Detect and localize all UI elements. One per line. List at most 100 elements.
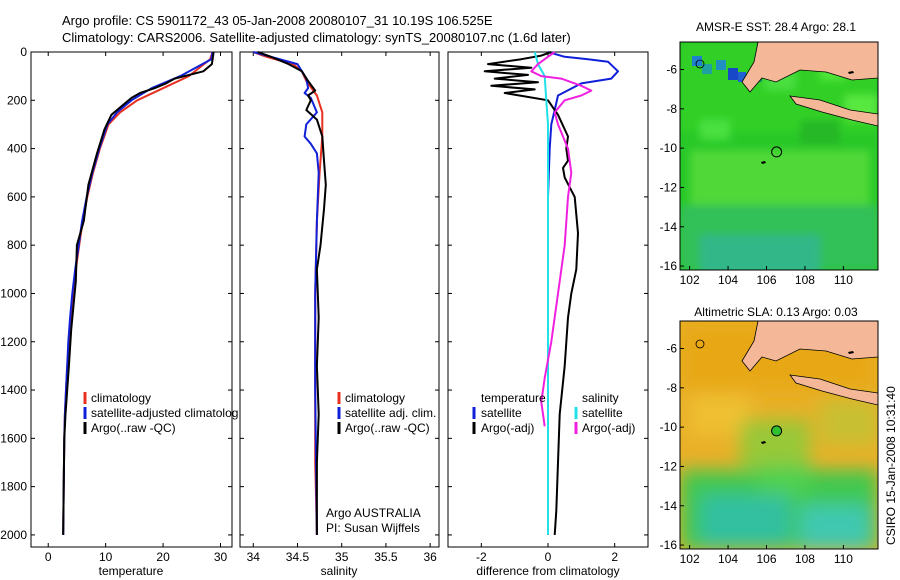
sla-map-x-tick-label: 110 — [834, 552, 853, 566]
sst-map-panel: AMSR-E SST: 28.4 Argo: 28.1 — [660, 20, 879, 287]
sla-map-title: Altimetric SLA: 0.13 Argo: 0.03 — [694, 305, 858, 319]
depth-tick-label: 1800 — [0, 480, 27, 494]
temperature-x-tick-label: 0 — [45, 550, 52, 564]
temperature-axes-frame — [30, 51, 233, 548]
sst-map-frame — [679, 41, 879, 271]
sla-map-x-tick-label: 106 — [756, 552, 776, 566]
figure-title-line1: Argo profile: CS 5901172_43 05-Jan-2008 … — [62, 13, 493, 28]
sst-map-x-tick-label: 106 — [756, 273, 776, 287]
sla-map-x-tick-label: 102 — [680, 552, 700, 566]
sla-map-y-tick-label: -8 — [666, 381, 677, 395]
sla-map-panel: Altimetric SLA: 0.13 Argo: 0.03 102 104 10… — [660, 305, 879, 566]
sst-map-x-tick-label: 110 — [834, 273, 853, 287]
sla-map-land-upper — [741, 321, 878, 372]
sst-map-title: AMSR-E SST: 28.4 Argo: 28.1 — [696, 20, 856, 34]
difference-line-sal_satellite — [533, 51, 549, 535]
difference-x-axis-label: difference from climatology — [476, 564, 619, 578]
depth-tick-label: 0 — [20, 45, 27, 59]
sst-map-profile-marker — [771, 146, 783, 158]
salinity-x-axis-label: salinity — [321, 564, 358, 578]
salinity-x-tick-label: 35 — [335, 550, 349, 564]
difference-legend-label-temp-satellite: satellite — [481, 406, 522, 420]
salinity-x-tick-label: 36 — [423, 550, 437, 564]
difference-legend-heading-salinity: salinity — [582, 391, 619, 405]
salinity-legend-label-argo: Argo(..raw -QC) — [345, 421, 430, 435]
sla-map-x-tick-label: 108 — [795, 552, 815, 566]
difference-x-ticks: -2 0 2 — [476, 52, 618, 564]
sla-map-y-tick-label: -12 — [660, 459, 678, 473]
difference-x-tick-label: -2 — [476, 550, 487, 564]
temperature-line-argo — [62, 51, 215, 535]
salinity-annotation-line2: PI: Susan Wijffels — [326, 521, 420, 535]
temperature-legend: climatology satellite-adjusted climatolo… — [83, 391, 238, 435]
salinity-y-ticks — [240, 51, 439, 536]
temperature-legend-label-argo: Argo(..raw -QC) — [91, 421, 176, 435]
difference-legend-label-temp-argo: Argo(-adj) — [481, 421, 534, 435]
sla-map-profile-marker — [771, 425, 783, 437]
sst-map-y-tick-label: -12 — [660, 180, 678, 194]
sst-map-y-tick-label: -8 — [666, 102, 677, 116]
difference-panel: -2 0 2 difference from climatology tempera… — [447, 51, 649, 578]
sst-map-ticks: 102 104 106 108 110 -6 -8 -10 -12 -14 -16 — [660, 63, 854, 287]
salinity-line-argo — [257, 51, 327, 535]
difference-series — [483, 51, 619, 535]
temperature-series — [62, 51, 215, 535]
temperature-legend-label-satellite: satellite-adjusted climatolog — [91, 406, 238, 420]
temperature-x-tick-label: 10 — [99, 550, 113, 564]
temperature-x-ticks: 0 10 20 30 — [45, 52, 228, 564]
salinity-legend: climatology satellite adj. clim. Argo(..… — [337, 391, 436, 435]
sst-map-x-tick-label: 102 — [680, 273, 700, 287]
salinity-x-ticks: 34 34.5 35 35.5 36 — [247, 52, 437, 564]
temperature-legend-label-climatology: climatology — [91, 391, 151, 405]
difference-legend-heading-temperature: temperature — [481, 391, 546, 405]
difference-y-ticks — [448, 51, 648, 536]
sst-map-y-tick-label: -14 — [660, 220, 678, 234]
sst-map-x-tick-label: 104 — [718, 273, 738, 287]
sla-map-y-tick-label: -10 — [660, 420, 678, 434]
sst-map-field — [680, 42, 878, 270]
depth-tick-label: 1200 — [0, 335, 27, 349]
sla-map-frame — [679, 320, 879, 550]
sla-map-y-tick-label: -16 — [660, 538, 678, 552]
figure-title-line2: Climatology: CARS2006. Satellite-adjuste… — [62, 30, 571, 45]
salinity-x-tick-label: 35.5 — [374, 550, 398, 564]
temperature-x-axis-label: temperature — [99, 564, 164, 578]
depth-tick-label: 1400 — [0, 383, 27, 397]
difference-line-sal_argo — [530, 51, 593, 427]
temperature-x-tick-label: 20 — [156, 550, 170, 564]
salinity-annotation-line1: Argo AUSTRALIA — [326, 506, 421, 520]
side-timestamp: CSIRO 15-Jan-2008 10:31:40 — [884, 386, 898, 545]
salinity-series — [252, 51, 327, 535]
sst-map-y-tick-label: -10 — [660, 141, 678, 155]
salinity-panel: 34 34.5 35 35.5 36 salinity climatology sate… — [239, 51, 440, 578]
temperature-x-tick-label: 30 — [214, 550, 228, 564]
sst-map-land-lower — [789, 95, 878, 127]
sst-map-y-tick-label: -16 — [660, 259, 678, 273]
sst-map-y-tick-label: -6 — [666, 63, 677, 77]
depth-tick-label: 200 — [7, 93, 27, 107]
depth-tick-label: 1000 — [0, 286, 27, 300]
depth-tick-label: 600 — [7, 190, 27, 204]
sla-map-land-lower — [789, 374, 878, 406]
sst-map-x-tick-label: 108 — [795, 273, 815, 287]
salinity-x-tick-label: 34 — [247, 550, 261, 564]
difference-x-tick-label: 0 — [545, 550, 552, 564]
salinity-x-tick-label: 34.5 — [286, 550, 310, 564]
difference-legend: temperature satellite Argo(-adj) salinit… — [472, 391, 635, 435]
salinity-axes-frame — [239, 51, 440, 548]
temperature-y-ticks: 0 200 400 600 800 1000 1200 1400 1600 1800 2000 — [0, 45, 232, 542]
salinity-legend-label-climatology: climatology — [345, 391, 405, 405]
difference-legend-label-sal-satellite: satellite — [582, 406, 623, 420]
depth-tick-label: 1600 — [0, 431, 27, 445]
sst-map-land-upper — [741, 42, 878, 93]
difference-legend-label-sal-argo: Argo(-adj) — [582, 421, 635, 435]
sla-map-y-tick-label: -14 — [660, 499, 678, 513]
depth-tick-label: 400 — [7, 142, 27, 156]
salinity-legend-label-satellite: satellite adj. clim. — [345, 406, 436, 420]
sla-map-ticks: 102 104 106 108 110 -6 -8 -10 -12 -14 -16 — [660, 342, 854, 566]
sla-map-y-tick-label: -6 — [666, 342, 677, 356]
temperature-panel: 0 200 400 600 800 1000 1200 1400 1600 1800 2000 0 1… — [0, 45, 238, 578]
difference-line-temp_argo — [483, 51, 579, 535]
sla-map-field — [680, 321, 878, 549]
